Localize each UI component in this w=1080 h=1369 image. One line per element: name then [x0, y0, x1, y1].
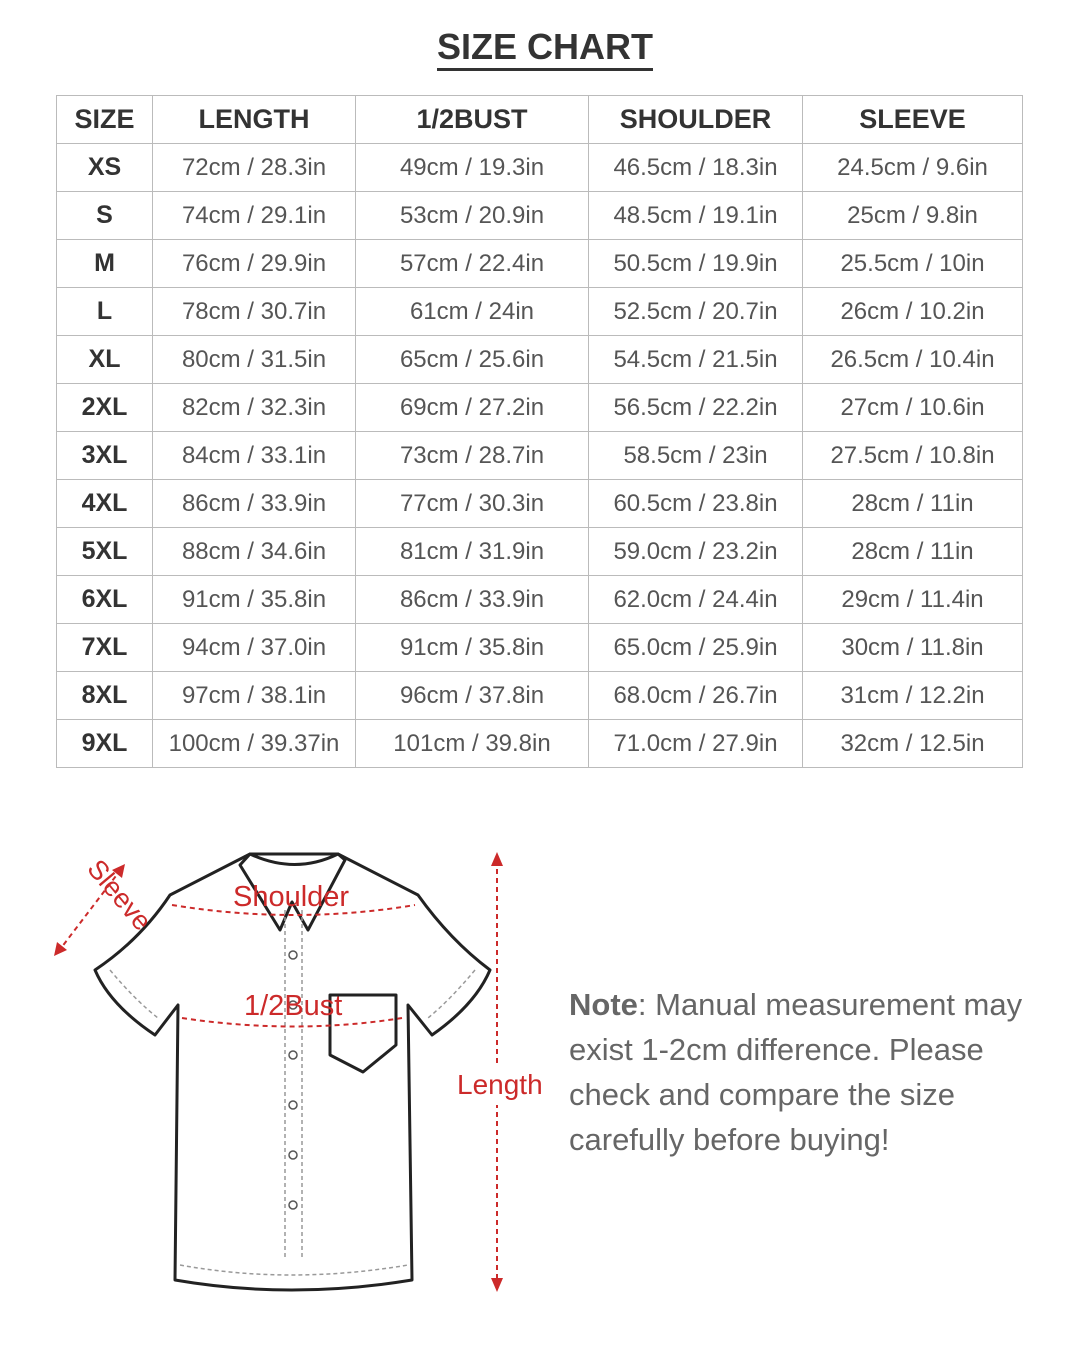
- size-cell: 7XL: [56, 623, 153, 672]
- table-row: 2XL 82cm / 32.3in 69cm / 27.2in 56.5cm / 22…: [56, 383, 1023, 432]
- measurement-cell: 27.5cm / 10.8in: [802, 431, 1023, 480]
- size-cell: XL: [56, 335, 153, 384]
- measurement-cell: 56.5cm / 22.2in: [588, 383, 803, 432]
- measurement-cell: 30cm / 11.8in: [802, 623, 1023, 672]
- column-header: SHOULDER: [588, 95, 803, 144]
- size-cell: 6XL: [56, 575, 153, 624]
- size-cell: XS: [56, 143, 153, 192]
- size-cell: 3XL: [56, 431, 153, 480]
- measurement-cell: 25.5cm / 10in: [802, 239, 1023, 288]
- column-header: 1/2BUST: [355, 95, 589, 144]
- shoulder-label: Shoulder: [233, 881, 349, 913]
- measurement-cell: 72cm / 28.3in: [152, 143, 356, 192]
- measurement-cell: 78cm / 30.7in: [152, 287, 356, 336]
- measurement-cell: 57cm / 22.4in: [355, 239, 589, 288]
- measurement-cell: 62.0cm / 24.4in: [588, 575, 803, 624]
- measurement-cell: 88cm / 34.6in: [152, 527, 356, 576]
- shirt-body: [93, 852, 492, 1292]
- table-row: 8XL 97cm / 38.1in 96cm / 37.8in 68.0cm / 26…: [56, 671, 1023, 720]
- collar: [238, 852, 347, 932]
- size-cell: 4XL: [56, 479, 153, 528]
- measurement-cell: 54.5cm / 21.5in: [588, 335, 803, 384]
- table-row: XS 72cm / 28.3in 49cm / 19.3in 46.5cm / 18.…: [56, 143, 1023, 192]
- bust-label: 1/2Bust: [244, 990, 342, 1022]
- measurement-cell: 80cm / 31.5in: [152, 335, 356, 384]
- table-row: XL 80cm / 31.5in 65cm / 25.6in 54.5cm / 21.…: [56, 335, 1023, 384]
- measurement-cell: 46.5cm / 18.3in: [588, 143, 803, 192]
- note-label: Note: [569, 987, 638, 1022]
- note: Note: Manual measurement may exist 1-2cm…: [569, 982, 1059, 1162]
- shirt-diagram: Sleeve Shoulder 1/2Bust Length: [54, 852, 543, 1292]
- measurement-cell: 69cm / 27.2in: [355, 383, 589, 432]
- measurement-cell: 61cm / 24in: [355, 287, 589, 336]
- measurement-cell: 96cm / 37.8in: [355, 671, 589, 720]
- pocket: [328, 993, 398, 1074]
- column-header: LENGTH: [152, 95, 356, 144]
- table-row: 5XL 88cm / 34.6in 81cm / 31.9in 59.0cm / 23…: [56, 527, 1023, 576]
- measurement-cell: 101cm / 39.8in: [355, 719, 589, 768]
- measurement-cell: 97cm / 38.1in: [152, 671, 356, 720]
- measurement-cell: 26cm / 10.2in: [802, 287, 1023, 336]
- measurement-cell: 81cm / 31.9in: [355, 527, 589, 576]
- measurement-cell: 74cm / 29.1in: [152, 191, 356, 240]
- table-row: L 78cm / 30.7in 61cm / 24in 52.5cm / 20.7in…: [56, 287, 1023, 336]
- measurement-cell: 73cm / 28.7in: [355, 431, 589, 480]
- measurement-cell: 49cm / 19.3in: [355, 143, 589, 192]
- sleeve-label: Sleeve: [81, 854, 157, 937]
- shoulder-measure-line: [171, 904, 416, 916]
- measurement-cell: 65cm / 25.6in: [355, 335, 589, 384]
- size-cell: S: [56, 191, 153, 240]
- measurement-cell: 71.0cm / 27.9in: [588, 719, 803, 768]
- table-row: 6XL 91cm / 35.8in 86cm / 33.9in 62.0cm / 24…: [56, 575, 1023, 624]
- measurement-cell: 31cm / 12.2in: [802, 671, 1023, 720]
- measurement-cell: 58.5cm / 23in: [588, 431, 803, 480]
- table-row: S 74cm / 29.1in 53cm / 20.9in 48.5cm / 19.1…: [56, 191, 1023, 240]
- table-row: 7XL 94cm / 37.0in 91cm / 35.8in 65.0cm / 25…: [56, 623, 1023, 672]
- size-cell: 2XL: [56, 383, 153, 432]
- table-header-row: SIZE LENGTH 1/2BUST SHOULDER SLEEVE: [56, 95, 1023, 144]
- measurement-cell: 84cm / 33.1in: [152, 431, 356, 480]
- measurement-cell: 60.5cm / 23.8in: [588, 479, 803, 528]
- measurement-cell: 91cm / 35.8in: [355, 623, 589, 672]
- note-text: : Manual measurement may exist 1-2cm dif…: [569, 987, 1023, 1157]
- size-cell: L: [56, 287, 153, 336]
- measurement-cell: 28cm / 11in: [802, 479, 1023, 528]
- table-row: 9XL 100cm / 39.37in 101cm / 39.8in 71.0cm /…: [56, 719, 1023, 768]
- table-row: 3XL 84cm / 33.1in 73cm / 28.7in 58.5cm / 23…: [56, 431, 1023, 480]
- measurement-cell: 100cm / 39.37in: [152, 719, 356, 768]
- table-row: M 76cm / 29.9in 57cm / 22.4in 50.5cm / 19.9…: [56, 239, 1023, 288]
- measurement-cell: 27cm / 10.6in: [802, 383, 1023, 432]
- size-cell: M: [56, 239, 153, 288]
- measurement-cell: 25cm / 9.8in: [802, 191, 1023, 240]
- measurement-cell: 53cm / 20.9in: [355, 191, 589, 240]
- measurement-cell: 50.5cm / 19.9in: [588, 239, 803, 288]
- measurement-cell: 29cm / 11.4in: [802, 575, 1023, 624]
- measurement-cell: 28cm / 11in: [802, 527, 1023, 576]
- size-table: SIZE LENGTH 1/2BUST SHOULDER SLEEVE XS 72cm /…: [56, 95, 1023, 768]
- measurement-cell: 24.5cm / 9.6in: [802, 143, 1023, 192]
- measurement-cell: 86cm / 33.9in: [152, 479, 356, 528]
- size-cell: 9XL: [56, 719, 153, 768]
- measurement-cell: 77cm / 30.3in: [355, 479, 589, 528]
- measurement-cell: 76cm / 29.9in: [152, 239, 356, 288]
- measurement-cell: 68.0cm / 26.7in: [588, 671, 803, 720]
- measurement-cell: 32cm / 12.5in: [802, 719, 1023, 768]
- column-header: SIZE: [56, 95, 153, 144]
- size-cell: 8XL: [56, 671, 153, 720]
- measurement-cell: 91cm / 35.8in: [152, 575, 356, 624]
- measurement-cell: 26.5cm / 10.4in: [802, 335, 1023, 384]
- measurement-cell: 52.5cm / 20.7in: [588, 287, 803, 336]
- measurement-cell: 86cm / 33.9in: [355, 575, 589, 624]
- measurement-cell: 65.0cm / 25.9in: [588, 623, 803, 672]
- measurement-cell: 48.5cm / 19.1in: [588, 191, 803, 240]
- table-row: 4XL 86cm / 33.9in 77cm / 30.3in 60.5cm / 23…: [56, 479, 1023, 528]
- measurement-cell: 82cm / 32.3in: [152, 383, 356, 432]
- bust-measure-line: [181, 1017, 403, 1028]
- measurement-cell: 59.0cm / 23.2in: [588, 527, 803, 576]
- length-label: Length: [457, 1069, 543, 1100]
- measurement-cell: 94cm / 37.0in: [152, 623, 356, 672]
- page-title: SIZE CHART: [0, 26, 1080, 71]
- size-cell: 5XL: [56, 527, 153, 576]
- column-header: SLEEVE: [802, 95, 1023, 144]
